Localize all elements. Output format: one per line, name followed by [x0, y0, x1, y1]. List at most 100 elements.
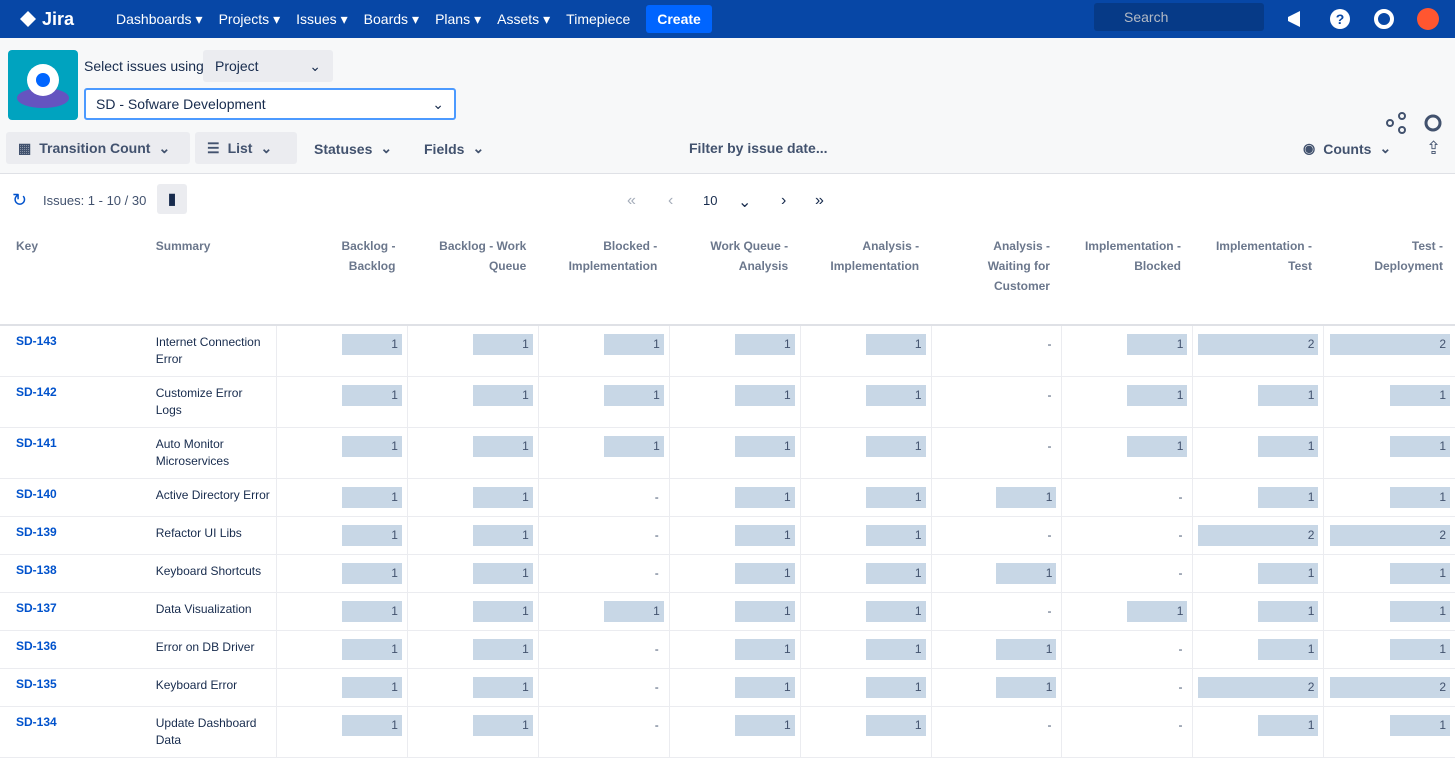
statuses-button[interactable]: Statuses ⌄: [314, 140, 392, 157]
project-select[interactable]: SD - Sofware Development ⌄: [84, 88, 456, 120]
count-bar: 1: [1390, 436, 1450, 457]
menu-text: Projects: [218, 11, 270, 27]
menu-text: Issues: [296, 11, 337, 27]
issue-key[interactable]: SD-137: [0, 592, 140, 631]
issue-summary: Keyboard Error: [139, 668, 277, 707]
count-bar: 1: [865, 601, 926, 622]
count-bar: 1: [1127, 436, 1188, 457]
mode-select[interactable]: Project ⌄: [203, 50, 333, 82]
count-bar: 1: [603, 385, 664, 406]
issue-key[interactable]: SD-141: [0, 427, 140, 479]
create-button[interactable]: Create: [646, 5, 712, 33]
count-cell: -: [537, 668, 670, 707]
count-cell: 2: [1192, 325, 1324, 377]
issue-key[interactable]: SD-138: [0, 554, 140, 593]
layout-button[interactable]: ☰ List ⌄: [195, 132, 297, 164]
count-cell: 1: [799, 478, 932, 517]
count-bar: 1: [472, 525, 533, 546]
count-cell: 1: [668, 516, 801, 555]
caret: ⌄: [380, 140, 393, 156]
count-cell: 1: [799, 706, 932, 758]
issue-key[interactable]: SD-139: [0, 516, 140, 555]
count-cell: 1: [276, 325, 408, 377]
count-bar: 1: [1258, 436, 1319, 457]
counts-button[interactable]: ◉ Counts ⌄: [1303, 140, 1391, 157]
issue-key[interactable]: SD-135: [0, 668, 140, 707]
menus: Dashboards ▾ Projects ▾ Issues ▾ Boards ▾ Plans ▾…: [100, 11, 550, 28]
count-cell: 1: [799, 554, 932, 593]
menu-text: Plans: [435, 11, 471, 27]
nav-menu[interactable]: Issues ▾: [296, 11, 348, 28]
issue-key[interactable]: SD-140: [0, 478, 140, 517]
nav-menu[interactable]: Projects ▾: [219, 11, 281, 28]
search[interactable]: Search: [1094, 3, 1264, 31]
issue-row: SD-136 Error on DB Driver 1 1 - 1 1 1 - 1 1: [0, 630, 1455, 669]
count-bar: 1: [341, 639, 402, 660]
nav-menu[interactable]: Plans ▾: [435, 11, 481, 28]
count-bar: 1: [865, 639, 926, 660]
count-bar: 1: [1390, 385, 1450, 406]
prev-page[interactable]: ‹: [668, 192, 674, 209]
count-cell: 1: [799, 376, 932, 428]
count-bar: 1: [734, 525, 795, 546]
count-bar: 1: [1390, 487, 1450, 508]
count-bar: 1: [1258, 601, 1319, 622]
count-cell: 1: [276, 478, 408, 517]
count-bar: 1: [472, 715, 533, 736]
count-cell: 1: [1061, 592, 1193, 631]
toolbar: Select issues using Project ⌄ SD - Sofwar…: [0, 38, 1455, 174]
date-filter[interactable]: Filter by issue date...: [689, 140, 828, 156]
fields-button[interactable]: Fields ⌄: [424, 140, 484, 157]
empty-count: -: [654, 528, 659, 542]
next-page[interactable]: ›: [781, 192, 787, 209]
view-text: Transition Count: [39, 140, 151, 156]
count-bar: 1: [472, 334, 533, 355]
timepiece[interactable]: Timepiece: [566, 11, 631, 27]
nav-menu[interactable]: Assets ▾: [497, 11, 550, 28]
chart-toggle[interactable]: ▮: [157, 184, 187, 214]
column-header: Blocked - Implementation: [538, 229, 670, 326]
count-cell: 1: [406, 668, 539, 707]
issue-row: SD-140 Active Directory Error 1 1 - 1 1 1 - 1 1: [0, 478, 1455, 517]
issue-row: SD-141 Auto Monitor Microservices 1 1 1 1 1 - 1 1…: [0, 427, 1455, 479]
share-settings[interactable]: [1386, 112, 1446, 134]
count-cell: 1: [1323, 554, 1455, 593]
column-header: Summary: [139, 229, 277, 326]
nav-menu[interactable]: Dashboards ▾: [116, 11, 203, 28]
export-icon[interactable]: ⇪: [1426, 138, 1442, 158]
count-cell: 1: [1192, 376, 1324, 428]
issue-key[interactable]: SD-136: [0, 630, 140, 669]
count-cell: 1: [276, 706, 408, 758]
first-page[interactable]: «: [627, 192, 636, 209]
count-cell: 1: [406, 376, 539, 428]
caret: ⌄: [158, 139, 171, 156]
count-cell: 1: [276, 516, 408, 555]
column-header: Implementation - Test: [1192, 229, 1324, 326]
issue-key[interactable]: SD-142: [0, 376, 140, 428]
issue-key[interactable]: SD-134: [0, 706, 140, 758]
caret: ⌄: [432, 95, 444, 112]
count-bar: 1: [996, 677, 1057, 698]
logo[interactable]: Jira: [42, 8, 75, 29]
count-cell: -: [1061, 554, 1193, 593]
issue-key[interactable]: SD-143: [0, 325, 140, 377]
count-cell: -: [537, 516, 670, 555]
nav-menu[interactable]: Boards ▾: [364, 11, 419, 28]
count-bar: 1: [865, 563, 926, 584]
nav-icons: ?: [1288, 8, 1439, 30]
refresh-icon[interactable]: ↻: [12, 190, 28, 210]
empty-count: -: [1047, 337, 1052, 351]
count-cell: -: [1061, 630, 1193, 669]
last-page[interactable]: »: [815, 192, 824, 209]
count-bar: 1: [472, 677, 533, 698]
view-button[interactable]: ▦ Transition Count ⌄: [6, 132, 190, 164]
project-text: SD - Sofware Development: [96, 96, 266, 112]
count-bar: 1: [341, 436, 402, 457]
issue-row: SD-138 Keyboard Shortcuts 1 1 - 1 1 1 - 1 1: [0, 554, 1455, 593]
count-cell: 1: [799, 668, 932, 707]
page-size[interactable]: 10: [703, 193, 718, 208]
count-cell: 1: [276, 554, 408, 593]
empty-count: -: [1178, 642, 1183, 656]
count-bar: 1: [865, 334, 926, 355]
count-bar: 1: [341, 525, 402, 546]
